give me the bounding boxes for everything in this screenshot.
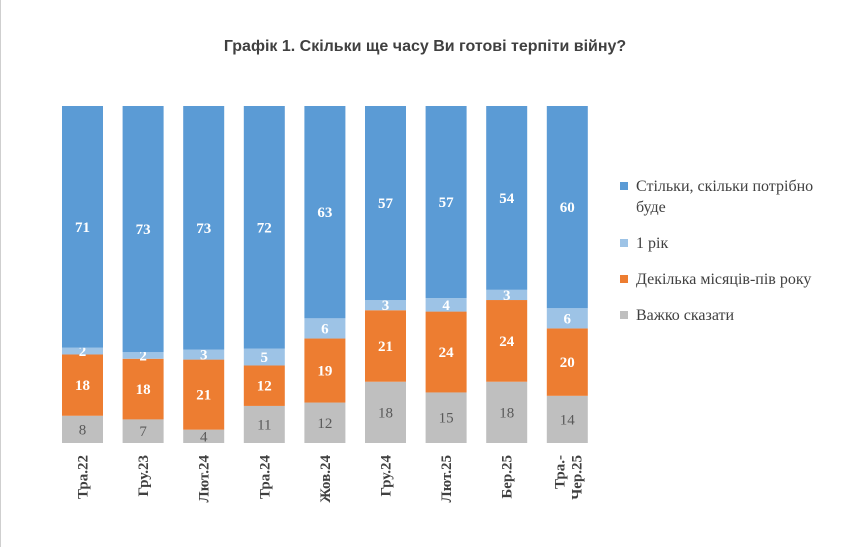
legend-label: 1 рік [636,235,669,252]
data-label: 14 [560,412,576,428]
data-label: 57 [439,195,455,211]
bar-segment [62,106,103,348]
x-tick-label: Тра.22 [76,455,92,499]
data-label: 8 [79,422,87,438]
data-label: 15 [439,411,454,427]
chart-legend: Стільки, скільки потрібно буде 1 рік Декіл… [620,176,840,341]
data-label: 20 [560,355,575,371]
data-label: 6 [321,321,329,337]
bar-segment [365,300,406,311]
bar-segment [546,106,588,309]
legend-item: Декілька місяців-пів року [620,269,840,290]
data-label: 7 [139,424,147,440]
data-label: 21 [196,388,211,404]
bar-segment [304,338,346,403]
bar-segment [546,328,588,396]
bar-segment [425,311,467,393]
data-label: 18 [136,382,151,398]
bar-segment [183,429,225,443]
x-tick-label: Лют.25 [439,455,455,502]
data-label: 12 [257,379,272,395]
bar-segment [62,415,103,443]
bar-segment [365,381,406,443]
x-tick-label: Гру.24 [379,455,395,497]
data-label: 4 [200,429,208,445]
x-tick-label: Тра.24 [257,455,273,500]
bar-segment [304,402,346,443]
bar-segment [183,359,225,430]
data-label: 24 [499,334,515,350]
bar-segment [304,106,346,319]
bar-segment [62,354,103,416]
legend-swatch [620,275,628,283]
data-label: 2 [79,344,87,360]
bar-segment [486,289,528,301]
bar-segment [365,310,406,382]
data-label: 4 [442,298,450,314]
data-label: 73 [196,221,211,237]
data-label: 71 [75,220,90,236]
data-label: 54 [499,191,515,207]
bar-segment [486,381,528,443]
data-label: 21 [378,339,393,355]
data-label: 72 [257,220,272,236]
bar-segment [486,106,528,290]
data-label: 24 [439,345,455,361]
legend-label: Стільки, скільки потрібно буде [636,178,814,216]
x-tick-label: Жов.24 [318,455,334,503]
legend-swatch [620,239,628,247]
legend-swatch [620,182,628,190]
bar-segment [122,358,164,420]
bar-segment [425,298,467,312]
bar-segment [546,308,588,329]
legend-item: Важко сказати [620,305,840,326]
bar-segment [425,106,467,299]
data-label: 60 [560,200,575,216]
data-label: 18 [499,405,514,421]
bar-segment [243,405,285,443]
legend-label: Важко сказати [636,307,735,324]
data-label: 18 [75,378,90,394]
bar-segment [183,349,225,360]
legend-swatch [620,311,628,319]
data-label: 5 [261,350,269,366]
legend-item: 1 рік [620,233,840,254]
bar-segment [62,347,103,355]
bar-segment [243,365,285,406]
data-label: 2 [139,348,147,364]
data-label: 3 [200,348,208,364]
data-label: 57 [378,196,394,212]
data-label: 6 [564,311,572,327]
bar-segment [425,392,467,443]
data-label: 73 [136,222,151,238]
data-label: 19 [317,364,332,380]
bar-segment [183,106,225,350]
bar-segment [122,419,164,443]
x-tick-label: Гру.23 [136,455,152,497]
bar-segment [243,106,285,349]
legend-item: Стільки, скільки потрібно буде [620,176,840,218]
data-label: 18 [378,405,393,421]
data-label: 63 [317,205,332,221]
bar-segment [304,318,346,339]
data-label: 12 [317,416,332,432]
x-tick-label: Лют.24 [197,455,213,503]
data-label: 3 [503,288,511,304]
chart-title: Графік 1. Скільки ще часу Ви готові терп… [223,38,627,55]
legend-label: Декілька місяців-пів року [636,271,812,288]
bar-segment [486,300,528,382]
bar-segment [365,106,406,301]
bar-segment [546,395,588,443]
data-label: 11 [257,417,271,433]
bar-segment [122,106,164,353]
bar-segment [122,352,164,359]
data-label: 3 [382,298,390,314]
x-tick-label: Тра.-Чер.25 [552,455,585,500]
bar-segment [243,348,285,366]
x-tick-label: Бер.25 [500,455,516,499]
